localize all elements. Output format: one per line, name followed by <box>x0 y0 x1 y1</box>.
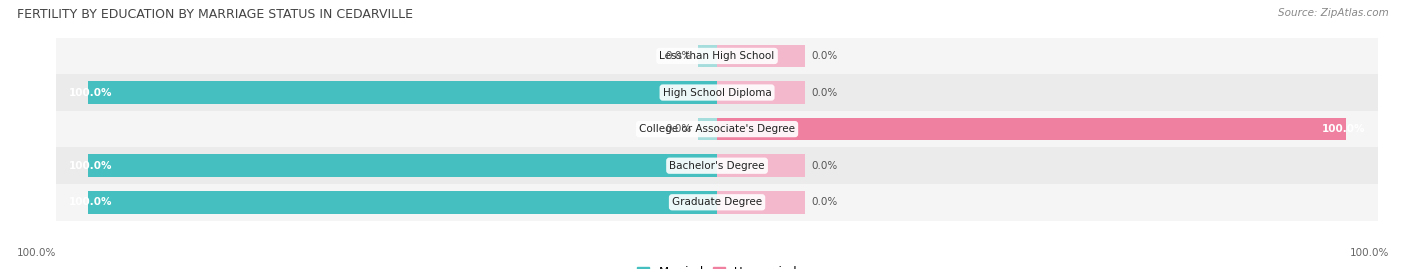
Text: Graduate Degree: Graduate Degree <box>672 197 762 207</box>
Text: 0.0%: 0.0% <box>665 51 692 61</box>
Text: 0.0%: 0.0% <box>811 87 838 98</box>
Text: 0.0%: 0.0% <box>811 197 838 207</box>
Text: 100.0%: 100.0% <box>1322 124 1365 134</box>
Text: 100.0%: 100.0% <box>69 161 112 171</box>
Legend: Married, Unmarried: Married, Unmarried <box>633 262 801 269</box>
Text: Less than High School: Less than High School <box>659 51 775 61</box>
Bar <box>56 111 1378 147</box>
Bar <box>87 154 717 177</box>
Bar <box>717 81 806 104</box>
Bar <box>87 191 717 214</box>
Text: 0.0%: 0.0% <box>811 161 838 171</box>
Bar <box>56 184 1378 221</box>
Text: College or Associate's Degree: College or Associate's Degree <box>640 124 794 134</box>
Bar <box>56 74 1378 111</box>
Text: High School Diploma: High School Diploma <box>662 87 772 98</box>
Bar <box>56 147 1378 184</box>
Text: Source: ZipAtlas.com: Source: ZipAtlas.com <box>1278 8 1389 18</box>
Bar <box>87 81 717 104</box>
Text: Bachelor's Degree: Bachelor's Degree <box>669 161 765 171</box>
Text: 0.0%: 0.0% <box>811 51 838 61</box>
Text: FERTILITY BY EDUCATION BY MARRIAGE STATUS IN CEDARVILLE: FERTILITY BY EDUCATION BY MARRIAGE STATU… <box>17 8 413 21</box>
Text: 100.0%: 100.0% <box>17 248 56 258</box>
Bar <box>699 118 717 140</box>
Text: 100.0%: 100.0% <box>69 87 112 98</box>
Text: 100.0%: 100.0% <box>1350 248 1389 258</box>
Bar <box>717 154 806 177</box>
Bar <box>56 38 1378 74</box>
Text: 0.0%: 0.0% <box>665 124 692 134</box>
Bar <box>699 45 717 67</box>
Bar <box>717 118 1347 140</box>
Text: 100.0%: 100.0% <box>69 197 112 207</box>
Bar <box>717 45 806 67</box>
Bar <box>717 191 806 214</box>
